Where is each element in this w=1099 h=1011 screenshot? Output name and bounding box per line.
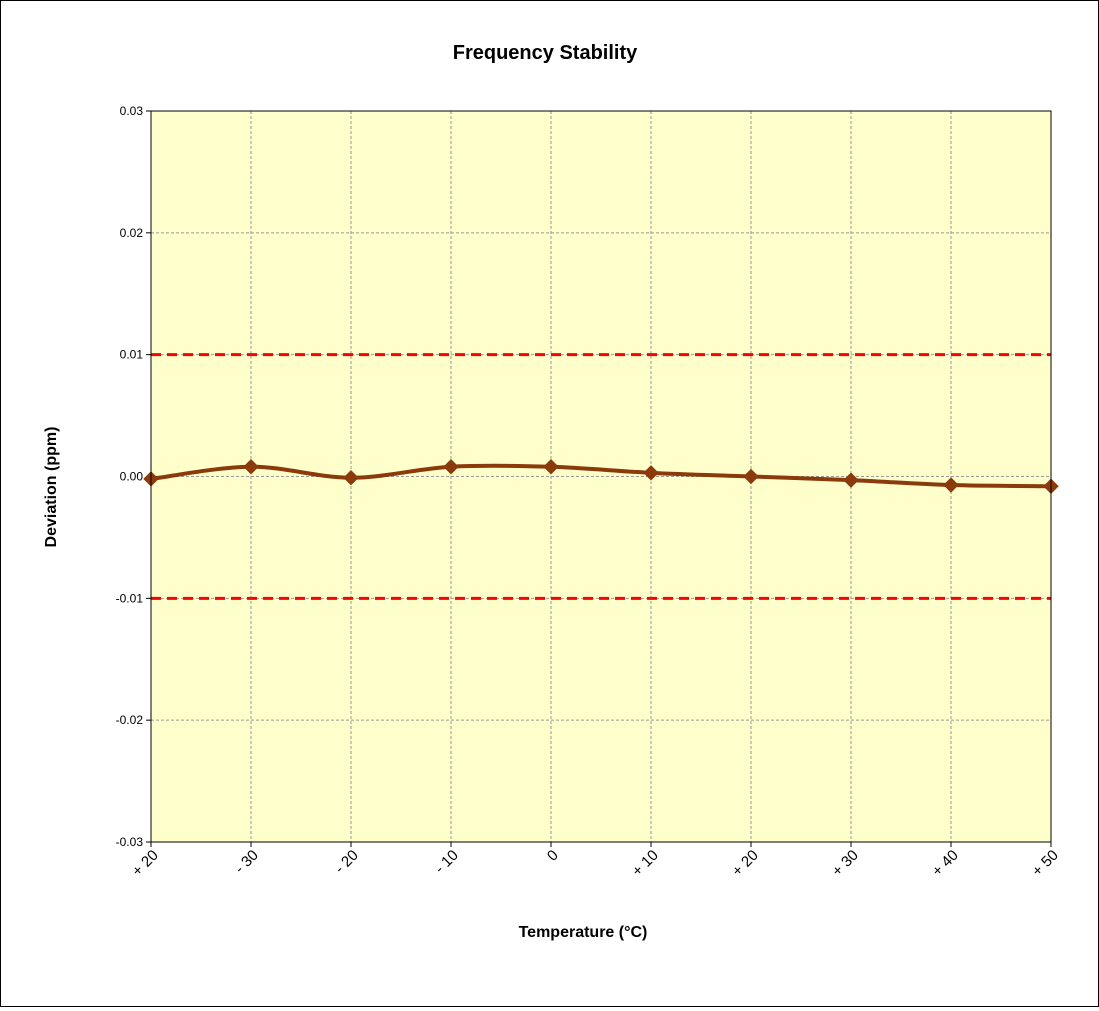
y-tick-label: 0.00 xyxy=(120,470,144,484)
x-tick-label: + 40 xyxy=(929,847,962,880)
y-tick-label: -0.02 xyxy=(116,713,144,727)
x-tick-label: + 20 xyxy=(729,847,762,880)
x-tick-label: 0 xyxy=(544,847,562,865)
limit-lines xyxy=(151,353,1051,600)
chart-title: Frequency Stability xyxy=(453,42,638,64)
x-axis-tick-labels: + 20 - 30 - 20 - 10 0 + 10 + 20 + 30 + 40 + 50 xyxy=(129,847,1062,880)
y-tick-label: 0.03 xyxy=(120,104,144,118)
plot-border xyxy=(150,110,1052,843)
y-tick-label: 0.02 xyxy=(120,226,144,240)
data-point xyxy=(843,472,859,488)
data-point xyxy=(643,465,659,481)
x-tick-label: - 30 xyxy=(232,847,262,877)
y-tick-label: -0.03 xyxy=(116,835,144,849)
x-tick-label: + 50 xyxy=(1029,847,1062,880)
y-axis-title: Deviation (ppm) xyxy=(43,427,60,548)
series-line xyxy=(149,463,1053,489)
series-group xyxy=(143,459,1059,494)
data-point xyxy=(943,477,959,493)
data-point xyxy=(743,468,759,485)
y-tick-label: 0.01 xyxy=(120,348,144,362)
data-point xyxy=(543,459,559,475)
x-tick-label: - 20 xyxy=(332,847,362,877)
x-tick-label: + 10 xyxy=(629,847,662,880)
data-point xyxy=(443,459,459,475)
x-tick-label: + 30 xyxy=(829,847,862,880)
x-axis-title: Temperature (°C) xyxy=(519,924,648,941)
y-axis-tick-labels: 0.03 0.02 0.01 0.00 -0.01 -0.02 -0.03 xyxy=(116,104,144,849)
x-tick-label: + 20 xyxy=(129,847,162,880)
data-point xyxy=(343,470,359,486)
x-tick-label: - 10 xyxy=(432,847,462,877)
data-point xyxy=(243,459,259,475)
y-tick-label: -0.01 xyxy=(116,591,144,605)
